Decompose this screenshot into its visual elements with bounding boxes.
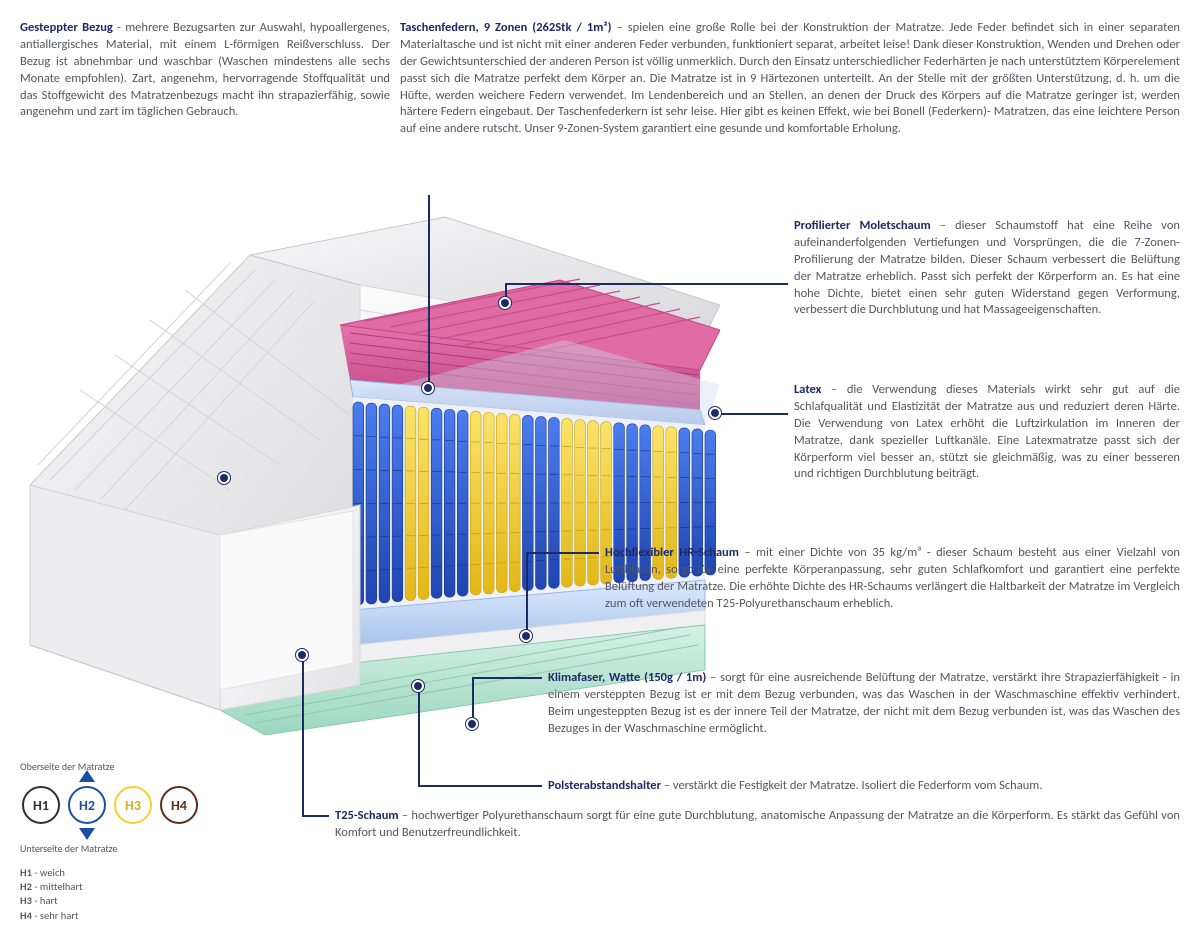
block-hr: Hochflexibler HR-Schaum – mit einer Dich… — [605, 545, 1180, 613]
block-latex: Latex – die Verwendung dieses Materials … — [794, 382, 1180, 483]
hardness-h4: H4 — [160, 786, 198, 824]
block-federn: Taschenfedern, 9 Zonen (262Stk / 1m²) – … — [400, 20, 1180, 138]
hardness-h1: H1 — [22, 786, 60, 824]
hardness-h3: H3 — [114, 786, 152, 824]
block-bezug: Gesteppter Bezug - mehrere Bezugsarten z… — [20, 20, 390, 121]
block-polster: Polsterabstandshalter – verstärkt die Fe… — [548, 778, 1180, 795]
block-t25: T25-Schaum – hochwertiger Polyurethansch… — [335, 808, 1180, 842]
block-klima: Klimafaser, Watte (150g / 1m) – sorgt fü… — [548, 670, 1180, 738]
mattress-diagram — [20, 215, 720, 735]
block-molet: Profilierter Moletschaum – dieser Schaum… — [794, 218, 1180, 319]
hardness-h2: H2 — [68, 786, 106, 824]
